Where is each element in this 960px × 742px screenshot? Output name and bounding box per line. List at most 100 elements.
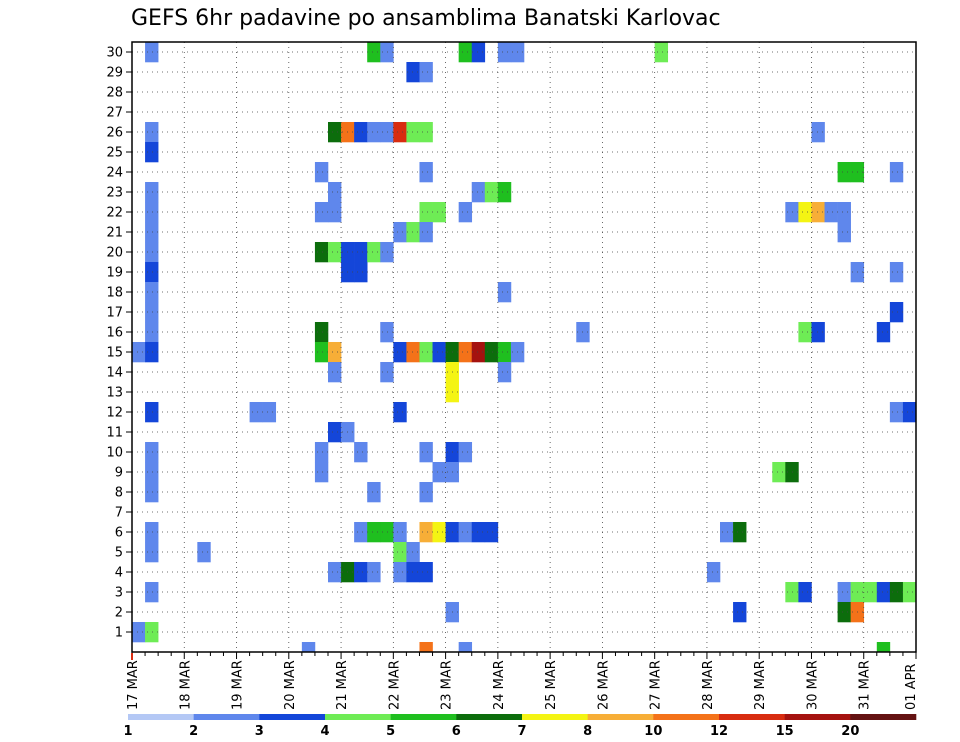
- heatmap-cell: [419, 222, 433, 243]
- y-tick-label: 15: [106, 346, 123, 361]
- heatmap-cell: [314, 462, 329, 483]
- heatmap-cell: [406, 222, 420, 243]
- x-tick-label: 18 MAR: [178, 660, 193, 710]
- y-tick-label: 22: [106, 206, 123, 221]
- heatmap-cell: [328, 202, 342, 223]
- colorbar-swatch: [719, 714, 785, 720]
- heatmap-cell: [314, 342, 329, 363]
- heatmap-cell: [393, 562, 407, 583]
- heatmap-cell: [314, 442, 329, 463]
- heatmap-cell: [354, 262, 368, 283]
- heatmap-cell: [393, 122, 407, 143]
- heatmap-cell: [458, 442, 473, 463]
- y-tick-label: 13: [106, 386, 123, 401]
- heatmap-cell: [471, 42, 486, 63]
- heatmap-cell: [419, 642, 433, 653]
- heatmap-cell: [432, 342, 446, 363]
- heatmap-cell: [145, 262, 159, 283]
- y-tick-label: 29: [106, 66, 123, 81]
- colorbar-label: 2: [189, 724, 198, 739]
- colorbar-label: 6: [452, 724, 461, 739]
- y-tick-label: 17: [106, 306, 123, 321]
- y-tick-label: 18: [106, 286, 123, 301]
- x-tick-label: 31 MAR: [858, 660, 873, 710]
- heatmap-cell: [772, 462, 786, 483]
- chart-title: GEFS 6hr padavine po ansamblima Banatski…: [131, 6, 721, 31]
- heatmap-cell: [419, 482, 433, 503]
- heatmap-cell: [471, 522, 486, 543]
- heatmap-cell: [328, 122, 342, 143]
- heatmap-cell: [458, 342, 473, 363]
- heatmap-cell: [354, 562, 368, 583]
- x-tick-label: 23 MAR: [440, 660, 455, 710]
- colorbar-swatch: [390, 714, 457, 720]
- heatmap-cell: [145, 342, 159, 363]
- heatmap-cell: [367, 42, 381, 63]
- colorbar-swatch: [456, 714, 523, 720]
- heatmap-cell: [458, 642, 473, 653]
- x-tick-label: 26 MAR: [596, 660, 611, 710]
- colorbar-swatch: [653, 714, 720, 720]
- colorbar-label: 5: [386, 724, 395, 739]
- heatmap-cell: [458, 42, 473, 63]
- colorbar-swatch: [128, 714, 194, 720]
- heatmap-cell: [328, 342, 342, 363]
- x-axis: 17 MAR 18 MAR 19 MAR 20 MAR 21 MAR 22 MAR 23 M…: [126, 652, 919, 710]
- heatmap-cell: [367, 562, 381, 583]
- heatmap-cell: [471, 342, 486, 363]
- colorbar-label: 3: [255, 724, 264, 739]
- heatmap-cell: [367, 242, 381, 263]
- y-tick-label: 7: [115, 506, 123, 521]
- x-tick-label: 28 MAR: [701, 660, 716, 710]
- heatmap-cell: [145, 302, 159, 323]
- heatmap-cell: [393, 542, 407, 563]
- heatmap-cell: [497, 42, 512, 63]
- heatmap-cell: [354, 242, 368, 263]
- x-tick-label: 01 APR: [904, 664, 919, 710]
- heatmap-cell: [145, 522, 159, 543]
- heatmap-cell: [419, 202, 433, 223]
- y-tick-label: 16: [106, 326, 123, 341]
- y-axis: 1234567891011121314151617181920212223242…: [106, 46, 132, 641]
- heatmap-cell: [328, 362, 342, 383]
- colorbar-swatch: [259, 714, 326, 720]
- heatmap-cell: [837, 222, 851, 243]
- heatmap-cell: [393, 522, 407, 543]
- heatmap-cell: [811, 122, 825, 143]
- x-tick-label: 27 MAR: [649, 660, 664, 710]
- heatmap-cell: [145, 122, 159, 143]
- y-tick-label: 3: [115, 586, 123, 601]
- colorbar-swatch: [522, 714, 588, 720]
- heatmap-cell: [497, 282, 512, 303]
- colorbar-label: 8: [583, 724, 592, 739]
- heatmap-cell: [837, 162, 851, 183]
- heatmap-cell: [380, 522, 394, 543]
- heatmap-cell: [380, 42, 394, 63]
- y-tick-label: 5: [115, 546, 123, 561]
- colorbar-label: 1: [123, 724, 132, 739]
- heatmap-cell: [419, 562, 433, 583]
- heatmap-cell: [432, 202, 446, 223]
- heatmap-cell: [132, 342, 146, 363]
- x-tick-label: 24 MAR: [492, 660, 507, 710]
- heatmap-cell: [380, 122, 394, 143]
- heatmap-cell: [419, 162, 433, 183]
- heatmap-cell: [798, 322, 812, 343]
- heatmap-cell: [863, 582, 878, 603]
- heatmap-cell: [145, 402, 159, 423]
- heatmap-cell: [889, 262, 904, 283]
- heatmap-cell: [471, 182, 486, 203]
- colorbar-swatch: [850, 714, 917, 720]
- heatmap-cell: [889, 582, 904, 603]
- heatmap-cell: [406, 542, 420, 563]
- heatmap-cell: [249, 402, 263, 423]
- heatmap-cell: [720, 522, 734, 543]
- heatmap-cell: [497, 342, 512, 363]
- heatmap-cell: [132, 622, 146, 643]
- y-tick-label: 1: [115, 626, 123, 641]
- heatmap-cell: [393, 342, 407, 363]
- heatmap-cell: [145, 282, 159, 303]
- heatmap-cell: [902, 582, 917, 603]
- heatmap-cell: [419, 62, 433, 83]
- y-tick-label: 19: [106, 266, 123, 281]
